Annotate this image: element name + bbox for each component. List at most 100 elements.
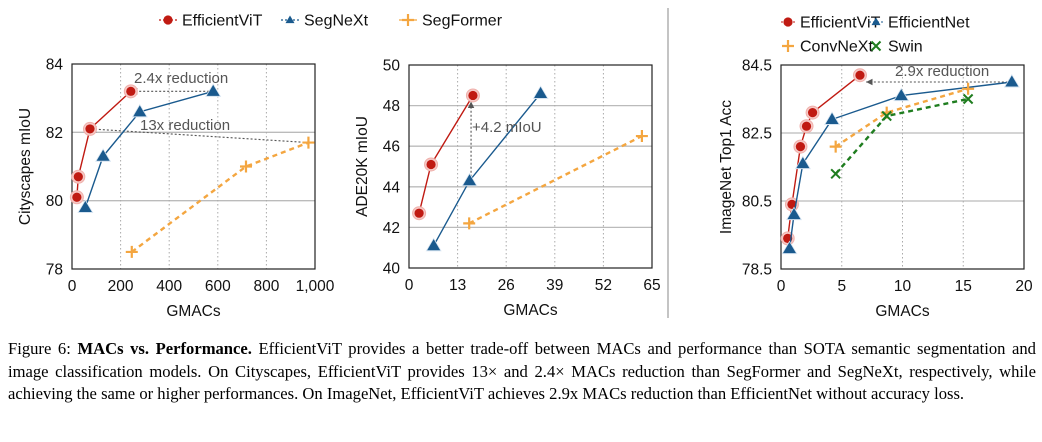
legend-item-swin: Swin <box>870 39 923 56</box>
series-line-segnext <box>433 92 542 247</box>
caption-title: MACs vs. Performance. <box>77 339 252 358</box>
x-axis-label: GMACs <box>166 303 221 320</box>
x-tick-label: 800 <box>253 278 279 295</box>
legend-marker-efficientvit <box>783 17 793 27</box>
data-point-efficientnet <box>787 208 801 220</box>
x-tick-label: 1,000 <box>296 278 335 295</box>
y-tick-label: 80 <box>46 193 64 210</box>
data-point-segnext <box>427 239 441 251</box>
data-point-segnext <box>463 174 477 186</box>
x-tick-label: 0 <box>405 277 414 294</box>
legend-label: Swin <box>888 39 923 56</box>
data-point-segformer <box>302 136 315 149</box>
data-point-segnext <box>206 84 220 96</box>
data-point-segformer <box>635 130 648 143</box>
data-point-efficientvit <box>126 86 136 96</box>
x-tick-label: 15 <box>955 278 972 295</box>
legend-marker-efficientvit <box>163 15 173 25</box>
y-axis-label: Cityscapes mIoU <box>17 108 34 225</box>
series-line-efficientvit <box>76 90 132 198</box>
data-point-swin <box>962 93 974 105</box>
y-tick-label: 46 <box>383 139 400 156</box>
figure-caption: Figure 6: MACs vs. Performance. Efficien… <box>8 338 1036 406</box>
y-tick-label: 78.5 <box>742 262 772 279</box>
x-tick-label: 20 <box>1015 278 1033 295</box>
x-axis-label: GMACs <box>503 302 558 319</box>
figure: EfficientViT SegNeXt SegFormer EfficientVi… <box>17 8 1033 321</box>
legend-item-efficientnet: EfficientNet <box>869 15 970 32</box>
data-point-efficientvit <box>787 199 797 209</box>
data-point-efficientvit <box>73 172 83 182</box>
y-tick-label: 80.5 <box>742 194 772 211</box>
legend-top: EfficientViT SegNeXt SegFormer <box>159 13 503 30</box>
annotation-arrow <box>89 126 309 144</box>
data-point-swin <box>830 168 841 180</box>
data-point-convnext <box>962 82 975 95</box>
x-tick-label: 600 <box>205 278 231 295</box>
legend-item-convnext: ConvNeXt <box>782 39 873 56</box>
series-line-swin <box>834 97 969 175</box>
y-tick-label: 82 <box>46 125 63 142</box>
data-point-segformer <box>463 217 476 230</box>
data-point-efficientvit <box>855 70 865 80</box>
plot-frame <box>408 64 653 269</box>
data-point-efficientvit <box>426 159 436 170</box>
legend-right: EfficientViT EfficientNet ConvNeXt Swin <box>781 15 970 56</box>
caption-body: EfficientViT provides a better trade-off… <box>8 339 1036 403</box>
x-tick-label: 13 <box>449 277 466 294</box>
data-point-efficientvit <box>468 90 478 101</box>
plot-frame <box>780 64 1025 270</box>
y-tick-label: 50 <box>383 58 401 75</box>
legend-label: SegNeXt <box>304 13 369 30</box>
y-tick-label: 44 <box>383 179 401 196</box>
data-point-segnext <box>534 86 548 98</box>
legend-marker-swin <box>870 40 882 52</box>
caption-label: Figure 6: <box>8 339 78 358</box>
y-tick-label: 78 <box>46 262 63 279</box>
y-tick-label: 84.5 <box>742 58 772 75</box>
x-tick-label: 39 <box>546 277 563 294</box>
legend-marker-efficientnet <box>871 17 881 26</box>
legend-item-efficientvit: EfficientViT <box>159 13 263 30</box>
legend-marker-convnext <box>782 40 794 52</box>
ade20k-chart: 0 13 26 39 52 65 40 42 44 46 48 50 GMACs ADE20K mIoU +… <box>354 58 661 320</box>
data-point-convnext <box>829 140 842 153</box>
legend-marker-segformer <box>402 14 414 26</box>
annotation-label: +4.2 mIoU <box>472 119 542 136</box>
annotation-label: 2.4x reduction <box>134 70 228 87</box>
data-point-segnext <box>133 105 147 117</box>
x-axis-label: GMACs <box>875 303 930 320</box>
y-axis-label: ImageNet Top1 Acc <box>718 100 735 234</box>
y-tick-label: 40 <box>383 261 401 278</box>
series-line-segnext <box>84 90 214 208</box>
data-point-segformer <box>125 245 138 258</box>
data-point-efficientnet <box>894 89 908 101</box>
annotation-label: 13x reduction <box>140 117 230 134</box>
data-point-segnext <box>96 149 110 161</box>
y-tick-label: 82.5 <box>742 126 772 143</box>
x-tick-label: 65 <box>643 277 660 294</box>
data-point-efficientvit <box>801 121 812 131</box>
data-point-segformer <box>239 160 252 173</box>
x-tick-label: 0 <box>68 278 77 295</box>
annotation-label: 2.9x reduction <box>895 63 989 80</box>
cityscapes-chart: 0 200 400 600 800 1,000 78 80 82 84 GMACs Cityscape… <box>17 57 335 321</box>
x-tick-label: 200 <box>108 278 134 295</box>
y-axis-label: ADE20K mIoU <box>354 116 371 217</box>
x-tick-label: 5 <box>837 278 846 295</box>
x-tick-label: 52 <box>595 277 612 294</box>
data-point-efficientvit <box>807 108 818 118</box>
data-point-efficientnet <box>825 112 839 124</box>
legend-marker-segnext <box>285 15 295 24</box>
legend-label: EfficientViT <box>182 13 263 30</box>
series-line-convnext <box>835 87 969 148</box>
x-tick-label: 0 <box>777 278 786 295</box>
data-point-swin <box>881 110 892 122</box>
data-point-efficientvit <box>72 192 82 202</box>
legend-item-segformer: SegFormer <box>399 13 503 30</box>
legend-item-segnext: SegNeXt <box>281 13 369 30</box>
x-tick-label: 400 <box>156 278 182 295</box>
data-point-efficientvit <box>85 124 95 134</box>
y-tick-label: 84 <box>46 57 64 74</box>
data-point-efficientvit <box>414 208 424 218</box>
